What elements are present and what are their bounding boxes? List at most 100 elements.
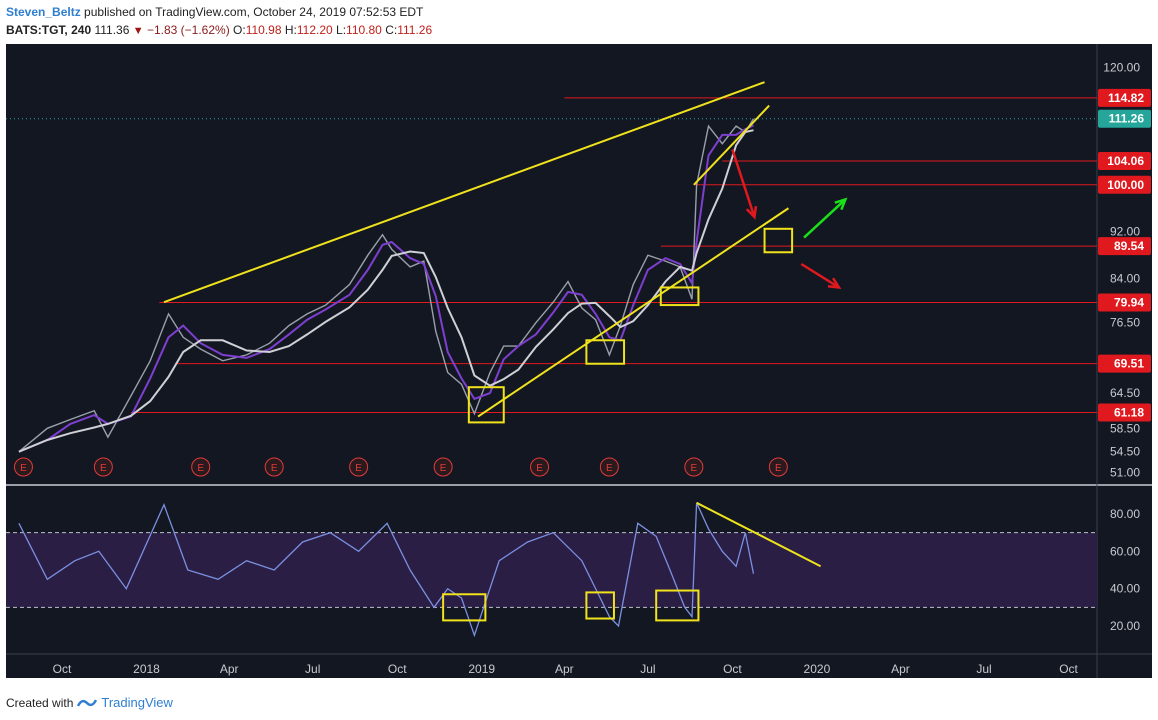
- last-price: 111.36: [94, 23, 130, 37]
- open-label: O:: [233, 23, 246, 37]
- earnings-marker-label: E: [691, 463, 698, 474]
- earnings-marker-icon[interactable]: [349, 457, 369, 477]
- publish-info: Steven_Beltz published on TradingView.co…: [6, 5, 423, 19]
- trendline[interactable]: [163, 81, 765, 304]
- time-tick-label: Apr: [555, 662, 574, 676]
- high-label: H:: [284, 23, 297, 37]
- created-with-text: Created with: [6, 695, 74, 710]
- rsi-highlight-box[interactable]: [585, 591, 615, 620]
- trendline[interactable]: [693, 104, 770, 186]
- down-arrow-annotation-2[interactable]: [800, 262, 840, 289]
- slow-moving-average-line: [18, 129, 754, 453]
- time-tick-label: Jul: [305, 662, 320, 676]
- highlight-box[interactable]: [585, 339, 626, 365]
- earnings-marker-icon[interactable]: [530, 457, 550, 477]
- level-price-label: 104.06: [1107, 154, 1144, 168]
- change-text: −1.83 (−1.62%): [146, 23, 230, 37]
- price-tick-label: 92.00: [1110, 225, 1140, 239]
- time-tick-label: Apr: [891, 662, 910, 676]
- level-price-tag: [1098, 237, 1151, 256]
- published-text: published on TradingView.com, October 24…: [84, 5, 424, 19]
- time-tick-label: Apr: [220, 662, 239, 676]
- footer: Created with TradingView: [6, 695, 173, 710]
- level-price-label: 100.00: [1107, 178, 1144, 192]
- level-price-label: 89.54: [1114, 239, 1144, 253]
- close-label: C:: [385, 23, 398, 37]
- rsi-tick-label: 20.00: [1110, 619, 1140, 633]
- earnings-marker-icon[interactable]: [684, 457, 704, 477]
- earnings-marker-icon[interactable]: [93, 457, 113, 477]
- up-arrow-annotation[interactable]: [803, 198, 847, 239]
- earnings-marker-label: E: [271, 463, 278, 474]
- down-arrow-annotation[interactable]: [731, 149, 756, 218]
- fast-moving-average-line: [18, 124, 754, 453]
- level-price-label: 114.82: [1108, 91, 1144, 105]
- earnings-marker-label: E: [197, 463, 204, 474]
- earnings-marker-label: E: [775, 463, 782, 474]
- level-price-tag: [1098, 293, 1151, 312]
- earnings-marker-icon[interactable]: [13, 457, 33, 477]
- author-link[interactable]: Steven_Beltz: [6, 5, 81, 19]
- time-tick-label: Jul: [976, 662, 991, 676]
- down-arrow-annotation-2-head: [827, 277, 842, 289]
- price-tick-label: 51.00: [1110, 465, 1140, 479]
- symbol-legend: BATS:TGT, 240 111.36 ▼ −1.83 (−1.62%) O:…: [6, 23, 432, 37]
- level-price-tag: [1098, 403, 1151, 422]
- price-tick-label: 54.50: [1110, 445, 1140, 459]
- open-value: 110.98: [245, 23, 282, 37]
- time-tick-label: Oct: [388, 662, 407, 676]
- price-tick-label: 120.00: [1103, 60, 1140, 74]
- price-tick-label: 58.50: [1110, 421, 1140, 435]
- time-tick-label: 2018: [133, 662, 160, 676]
- level-price-label: 61.18: [1114, 406, 1144, 420]
- trendline[interactable]: [477, 207, 789, 418]
- earnings-marker-label: E: [355, 463, 362, 474]
- highlight-box[interactable]: [659, 286, 700, 307]
- rsi-divergence-trendline[interactable]: [696, 501, 822, 568]
- earnings-marker-label: E: [20, 463, 27, 474]
- earnings-marker-icon[interactable]: [599, 457, 619, 477]
- earnings-marker-icon[interactable]: [264, 457, 284, 477]
- highlight-box[interactable]: [763, 227, 794, 254]
- time-tick-label: Oct: [1059, 662, 1078, 676]
- price-tick-label: 64.50: [1110, 386, 1140, 400]
- down-arrow-annotation-head: [745, 205, 758, 220]
- tradingview-logo-icon: [77, 698, 98, 707]
- earnings-marker-label: E: [100, 463, 107, 474]
- price-tick-label: 84.00: [1110, 272, 1140, 286]
- price-tick-label: 76.50: [1110, 316, 1140, 330]
- low-value: 110.80: [346, 23, 382, 37]
- earnings-marker-label: E: [536, 463, 543, 474]
- last-price-label: 111.26: [1109, 112, 1145, 126]
- level-price-label: 79.94: [1114, 295, 1144, 309]
- highlight-box[interactable]: [467, 386, 505, 424]
- earnings-marker-icon[interactable]: [768, 457, 788, 477]
- rsi-tick-label: 80.00: [1110, 507, 1140, 521]
- time-tick-label: Jul: [640, 662, 655, 676]
- time-tick-label: Oct: [53, 662, 72, 676]
- level-price-tag: [1098, 88, 1151, 107]
- level-price-label: 69.51: [1114, 357, 1144, 371]
- rsi-tick-label: 60.00: [1110, 544, 1140, 558]
- level-price-tag: [1098, 354, 1151, 373]
- low-label: L:: [336, 23, 347, 37]
- close-value: 111.26: [397, 23, 433, 37]
- down-triangle-icon: ▼: [132, 25, 144, 37]
- tradingview-link[interactable]: TradingView: [101, 695, 173, 710]
- rsi-highlight-box[interactable]: [655, 589, 700, 622]
- price-pane[interactable]: [6, 44, 1152, 484]
- high-value: 112.20: [296, 23, 333, 37]
- up-arrow-annotation-head: [834, 197, 848, 211]
- time-tick-label: 2020: [804, 662, 831, 676]
- earnings-marker-label: E: [440, 463, 447, 474]
- rsi-series-line: [18, 502, 755, 638]
- rsi-tick-label: 40.00: [1110, 582, 1140, 596]
- earnings-marker-icon[interactable]: [433, 457, 453, 477]
- rsi-band: [6, 532, 1097, 608]
- level-price-tag: [1098, 151, 1151, 170]
- earnings-marker-icon[interactable]: [191, 457, 211, 477]
- rsi-highlight-box[interactable]: [442, 593, 487, 622]
- time-tick-label: 2019: [468, 662, 495, 676]
- symbol-label: BATS:TGT, 240: [6, 23, 92, 37]
